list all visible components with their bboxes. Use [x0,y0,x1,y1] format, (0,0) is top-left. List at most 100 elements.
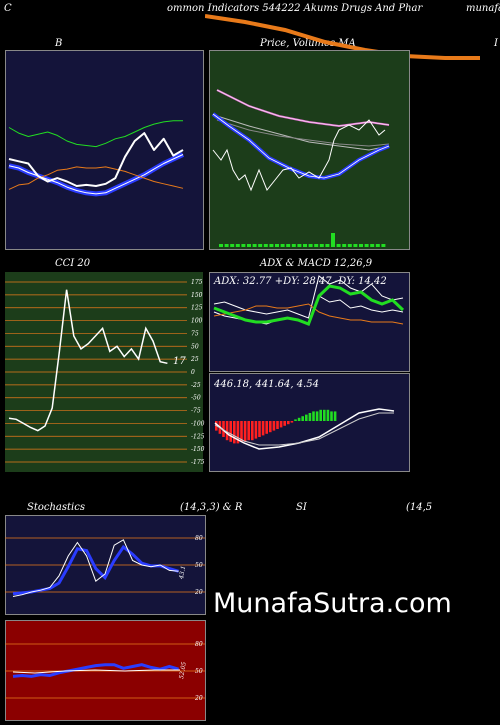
volume-bar [308,244,313,247]
price-ma-mid-line [216,115,390,151]
cci-tick-label: -25 [191,382,201,389]
volume-bar [331,233,335,247]
price-ma-chart [209,50,410,250]
header-left: C [4,3,12,14]
cci-line [8,289,168,432]
cci-tick-label: 0 [191,369,195,376]
price-ma-top-line [205,14,480,60]
cci-tick-label: 50 [191,343,199,350]
cci-chart: 175 150 125 100 75 50 25 0 -25 -50 -75 -100 -125 -150… [5,272,205,472]
volume-bar [303,244,307,247]
cci-label: CCI 20 [55,258,91,269]
macd-histogram-bar [305,414,308,421]
price-ma-upper-inner [216,89,390,127]
bollinger-upper-line [8,120,183,148]
price-ma-mid-line-2 [216,119,390,147]
stochastics-params: (14,3,3) & R [180,502,243,513]
volume-bar [370,244,375,247]
macd-histogram-bar [258,421,261,437]
cci-tick-label: -75 [191,408,201,415]
cci-tick-label: -175 [191,459,205,466]
stoch-k-line [12,539,179,597]
macd-histogram-bar [225,421,229,441]
macd-histogram-bar [279,421,283,428]
stoch-tick-label: 50 [195,562,203,569]
macd-histogram-bar [233,421,236,444]
volume-bar [375,244,380,247]
volume-bar [219,244,223,247]
macd-histogram-bar [229,421,232,442]
macd-histogram-bar [251,421,254,441]
volume-bar [381,244,386,247]
volume-bar [353,244,358,247]
macd-histogram-bar [269,421,272,433]
header-right: munafa [466,3,500,14]
bollinger-chart [5,50,204,250]
rsi-tick-label: 20 [194,695,203,702]
macd-histogram-bar [294,419,297,421]
bollinger-label: B [55,38,63,49]
macd-histogram-bar [283,421,286,426]
watermark: MunafaSutra.com [213,588,452,619]
cci-tick-label: 25 [190,356,199,363]
macd-histogram-bar [276,421,279,429]
adx-text: ADX: 32.77 +DY: 28.47 -DY: 14.42 [213,276,387,287]
cci-tick-label: -150 [191,446,205,453]
volume-bar [247,244,251,247]
price-long-ma-line [205,14,480,60]
macd-histogram-bar [312,411,315,421]
rsi-tick-label: 50 [195,668,203,675]
cci-value: 17 [173,356,186,367]
volume-bar [319,244,324,247]
stoch-value: 43.1 [178,565,187,580]
volume-bar [314,244,319,247]
volume-bar [235,244,240,247]
volume-bar [364,244,369,247]
price-ma-label: Price, Volumes MA [260,38,356,49]
macd-histogram-bar [261,421,265,436]
adx-minus-dy-line [213,303,404,325]
volume-bar [224,244,229,247]
adx-macd-label: ADX & MACD 12,26,9 [260,258,373,269]
volume-bar [359,244,363,247]
stoch-tick-label: 80 [195,535,203,542]
cci-tick-label: 125 [191,305,203,312]
volume-bar [275,244,279,247]
adx-chart: ADX: 32.77 +DY: 28.47 -DY: 14.42 [209,272,410,372]
cci-tick-label: 150 [191,292,203,299]
rsi-chart: 80 50 20 52.05 [5,620,206,721]
volume-bar [297,244,302,247]
cci-tick-label: -100 [191,420,205,427]
macd-histogram-bar [323,409,326,421]
volume-bar [252,244,257,247]
rsi-label: SI [296,502,307,513]
macd-histogram-bar [308,413,312,421]
volume-bar [347,244,352,247]
macd-histogram-bar [301,416,304,421]
price-ma-right: I [494,38,498,49]
macd-text: 446.18, 441.64, 4.54 [213,379,319,390]
macd-signal-line [214,412,394,446]
rsi-params: (14,5 [406,502,433,513]
macd-histogram-bar [297,417,301,421]
cci-tick-label: 75 [191,330,199,337]
macd-histogram-bar [272,421,276,431]
volume-bar [336,244,341,247]
volume-bar [241,244,246,247]
macd-chart: 446.18, 441.64, 4.54 [209,373,410,472]
macd-histogram-bar [287,421,290,425]
macd-histogram-bar [333,411,337,421]
macd-histogram-bar [247,421,250,441]
macd-histogram-bar [315,411,319,421]
rsi-tick-label: 80 [195,641,203,648]
price-line [212,119,386,192]
cci-tick-label: -50 [191,395,201,402]
macd-histogram-bar [319,409,322,421]
stoch-tick-label: 20 [194,589,203,596]
macd-histogram-bar [330,411,333,421]
price-ma-blue-inner [212,113,390,179]
volume-bar [280,244,285,247]
adx-main-line [213,284,405,326]
macd-histogram-bar [243,421,247,442]
macd-histogram-bar [290,421,294,423]
